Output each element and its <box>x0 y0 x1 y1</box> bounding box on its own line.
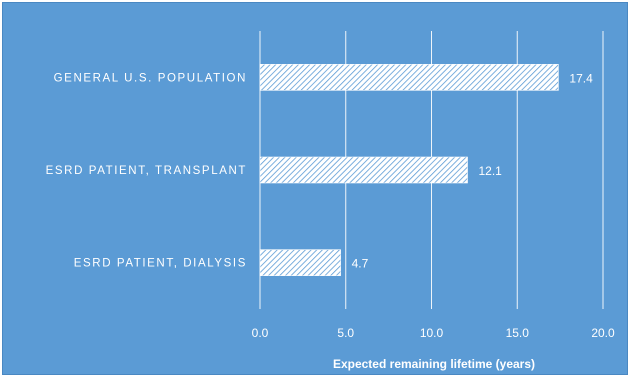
category-label: ESRD PATIENT, DIALYSIS <box>74 258 247 270</box>
category-label: ESRD PATIENT, TRANSPLANT <box>46 165 247 177</box>
x-tick-label: 5.0 <box>337 326 354 340</box>
data-label: 17.4 <box>569 71 593 85</box>
x-axis-title: Expected remaining lifetime (years) <box>333 357 535 371</box>
chart-area: 0.0 5.0 10.0 15.0 20.0 GENERAL U.S. POPULATIO… <box>2 2 628 375</box>
bar-chart: 0.0 5.0 10.0 15.0 20.0 GENERAL U.S. POPULATIO… <box>46 31 615 371</box>
x-tick-label: 10.0 <box>420 326 444 340</box>
bar <box>259 249 341 276</box>
data-label: 12.1 <box>479 164 503 178</box>
bar <box>259 156 468 184</box>
x-tick-label: 15.0 <box>506 326 530 340</box>
category-label: GENERAL U.S. POPULATION <box>54 72 247 84</box>
data-label: 4.7 <box>352 257 369 271</box>
bar <box>259 64 559 91</box>
x-tick-label: 0.0 <box>252 326 269 340</box>
x-tick-label: 20.0 <box>591 326 615 340</box>
